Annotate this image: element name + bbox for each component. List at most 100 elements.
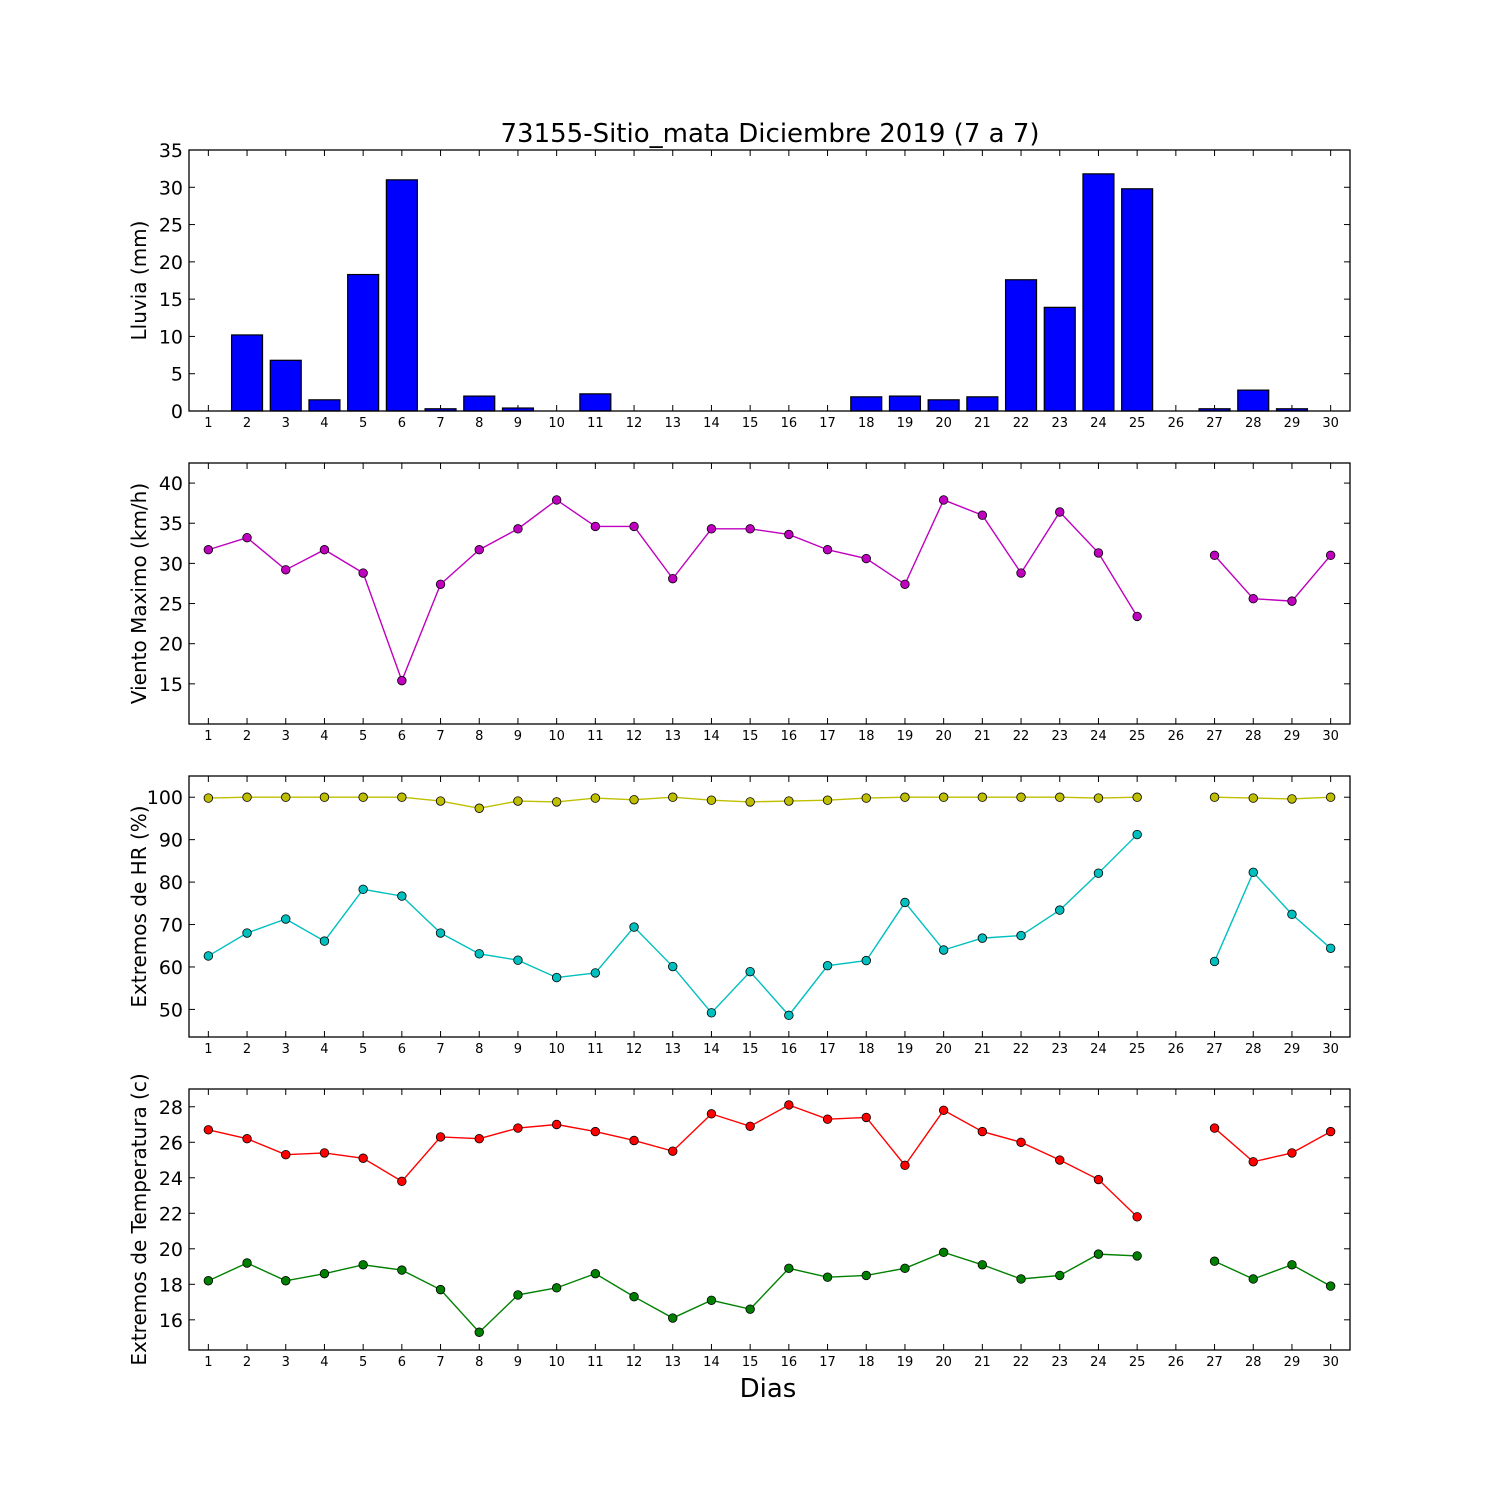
x-tick-label: 27 xyxy=(1206,416,1223,431)
x-tick-label: 19 xyxy=(897,729,914,744)
y-tick-label: 0 xyxy=(171,401,183,423)
data-point xyxy=(203,793,214,803)
data-point xyxy=(435,796,446,806)
data-point xyxy=(474,545,484,555)
data-point xyxy=(397,675,407,686)
bar xyxy=(1121,188,1154,412)
y-tick-label: 35 xyxy=(159,140,183,162)
data-point xyxy=(1132,1212,1142,1222)
data-point xyxy=(861,553,871,564)
data-point xyxy=(551,972,562,983)
data-point xyxy=(1055,905,1065,915)
data-point xyxy=(822,795,833,805)
data-point xyxy=(1248,793,1258,803)
bar xyxy=(1043,306,1076,412)
data-point xyxy=(900,897,910,908)
x-tick-label: 3 xyxy=(282,1355,290,1370)
data-point xyxy=(861,955,871,966)
x-tick-label: 12 xyxy=(626,416,643,431)
data-point xyxy=(745,797,755,807)
data-point xyxy=(977,1260,988,1270)
data-point xyxy=(861,793,871,803)
bar xyxy=(927,399,960,412)
x-tick-label: 23 xyxy=(1051,416,1068,431)
data-point xyxy=(977,933,988,943)
x-tick-label: 11 xyxy=(587,729,604,744)
plot-frame xyxy=(188,149,1351,412)
x-tick-label: 10 xyxy=(548,1042,565,1057)
data-point xyxy=(745,1304,755,1314)
data-point xyxy=(1016,792,1026,802)
data-point xyxy=(358,568,368,578)
x-tick-label: 15 xyxy=(742,729,759,744)
data-point xyxy=(1055,507,1065,517)
x-tick-label: 4 xyxy=(320,1355,328,1370)
x-tick-label: 8 xyxy=(475,729,483,744)
x-tick-label: 6 xyxy=(398,1042,406,1057)
data-point xyxy=(1209,1256,1220,1266)
data-point xyxy=(1132,829,1142,840)
data-point xyxy=(822,1114,833,1124)
data-point xyxy=(435,1284,446,1295)
y-axis-label: Lluvia (mm) xyxy=(127,221,151,341)
x-tick-label: 22 xyxy=(1013,729,1030,744)
series-line xyxy=(1213,871,1332,962)
data-point xyxy=(358,792,368,802)
data-point xyxy=(1055,792,1065,802)
data-point xyxy=(281,914,291,924)
x-tick-label: 16 xyxy=(781,1355,798,1370)
x-tick-label: 13 xyxy=(664,1042,681,1057)
data-point xyxy=(629,1135,639,1146)
x-tick-label: 11 xyxy=(587,1042,604,1057)
x-tick-label: 6 xyxy=(398,1355,406,1370)
data-point xyxy=(1016,568,1026,578)
x-tick-label: 24 xyxy=(1090,729,1107,744)
y-tick-label: 35 xyxy=(159,513,183,535)
data-point xyxy=(1055,1270,1065,1281)
plot-frame xyxy=(188,462,1351,725)
data-point xyxy=(1132,611,1142,622)
x-tick-label: 17 xyxy=(819,416,836,431)
data-point xyxy=(435,928,446,938)
y-tick-label: 40 xyxy=(159,473,183,495)
x-tick-label: 5 xyxy=(359,729,367,744)
bar xyxy=(463,395,496,412)
x-tick-label: 3 xyxy=(282,729,290,744)
data-point xyxy=(397,1265,407,1275)
y-axis-label: Extremos de Temperatura (c) xyxy=(127,1073,151,1365)
x-tick-label: 26 xyxy=(1168,416,1185,431)
data-point xyxy=(745,966,755,977)
data-point xyxy=(668,792,678,802)
data-point xyxy=(706,795,717,805)
y-tick-label: 60 xyxy=(159,957,183,979)
x-tick-label: 7 xyxy=(436,729,444,744)
y-tick-label: 15 xyxy=(159,674,183,696)
x-tick-label: 9 xyxy=(514,729,522,744)
data-point xyxy=(1325,943,1336,954)
data-point xyxy=(668,573,678,584)
data-point xyxy=(281,1276,291,1286)
data-point xyxy=(1016,1137,1026,1147)
data-point xyxy=(861,1112,871,1123)
data-point xyxy=(513,1290,523,1300)
bar xyxy=(1237,389,1270,412)
x-tick-label: 25 xyxy=(1129,729,1146,744)
data-point xyxy=(1132,1251,1142,1261)
x-tick-label: 24 xyxy=(1090,1042,1107,1057)
x-tick-label: 28 xyxy=(1245,729,1262,744)
x-tick-label: 18 xyxy=(858,1355,875,1370)
series-line xyxy=(1214,1127,1331,1163)
x-tick-label: 5 xyxy=(359,416,367,431)
x-tick-label: 2 xyxy=(243,1355,251,1370)
x-tick-label: 19 xyxy=(897,1042,914,1057)
x-tick-label: 4 xyxy=(320,416,328,431)
y-tick-label: 100 xyxy=(147,787,183,809)
data-point xyxy=(1209,550,1220,561)
data-point xyxy=(1248,594,1258,604)
x-tick-label: 19 xyxy=(897,416,914,431)
x-tick-label: 28 xyxy=(1245,1042,1262,1057)
x-tick-label: 14 xyxy=(703,416,720,431)
data-point xyxy=(784,529,794,540)
